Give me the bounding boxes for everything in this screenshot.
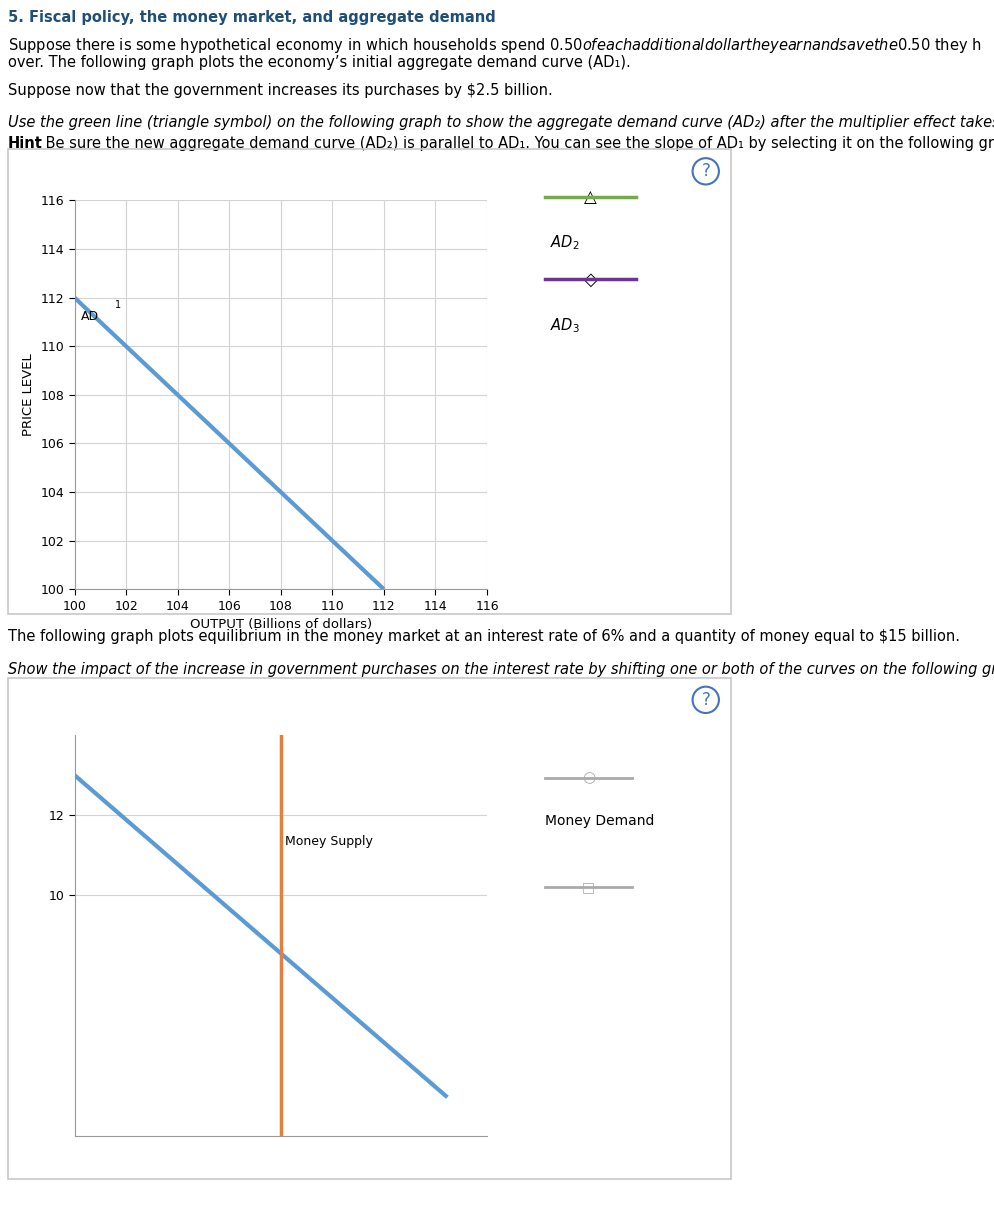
Text: ◇: ◇ [583, 271, 597, 288]
Text: 1: 1 [114, 300, 120, 310]
Text: Money Demand: Money Demand [545, 814, 654, 829]
Y-axis label: PRICE LEVEL: PRICE LEVEL [22, 354, 35, 436]
Text: □: □ [581, 880, 595, 894]
Text: Use the green line (triangle symbol) on the following graph to show the aggregat: Use the green line (triangle symbol) on … [8, 115, 994, 130]
Text: ○: ○ [581, 770, 595, 785]
Text: AD: AD [81, 310, 99, 323]
Text: Show the impact of the increase in government purchases on the interest rate by : Show the impact of the increase in gover… [8, 662, 994, 677]
Text: 5. Fiscal policy, the money market, and aggregate demand: 5. Fiscal policy, the money market, and … [8, 10, 496, 24]
Text: △: △ [584, 188, 596, 205]
X-axis label: OUTPUT (Billions of dollars): OUTPUT (Billions of dollars) [190, 618, 372, 632]
Text: : Be sure the new aggregate demand curve (AD₂) is parallel to AD₁. You can see t: : Be sure the new aggregate demand curve… [36, 136, 994, 151]
Text: Hint: Hint [8, 136, 43, 151]
Text: The following graph plots equilibrium in the money market at an interest rate of: The following graph plots equilibrium in… [8, 629, 960, 644]
Text: ?: ? [702, 691, 710, 708]
Text: Money Supply: Money Supply [285, 836, 373, 848]
Text: Suppose now that the government increases its purchases by $2.5 billion.: Suppose now that the government increase… [8, 83, 553, 97]
Text: $AD_2$: $AD_2$ [550, 233, 580, 252]
Text: Suppose there is some hypothetical economy in which households spend $0.50 of ea: Suppose there is some hypothetical econo… [8, 36, 982, 56]
Text: $AD_3$: $AD_3$ [550, 316, 580, 334]
Text: ?: ? [702, 163, 710, 180]
Text: over. The following graph plots the economy’s initial aggregate demand curve (AD: over. The following graph plots the econ… [8, 55, 631, 69]
